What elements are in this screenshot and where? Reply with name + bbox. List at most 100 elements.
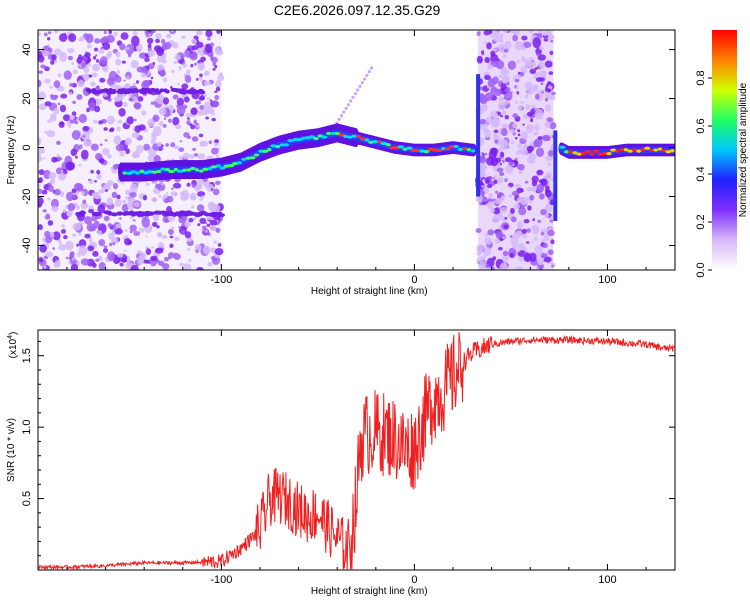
- noise-blob: [194, 243, 202, 251]
- noise-blob: [495, 59, 505, 70]
- noise-blob: [503, 224, 509, 229]
- signal-hotspot: [669, 149, 675, 153]
- noise-blob: [520, 130, 528, 140]
- noise-blob: [530, 118, 534, 123]
- noise-blob: [196, 48, 201, 53]
- noise-blob: [47, 220, 54, 226]
- noise-blob: [69, 114, 75, 121]
- noise-blob: [43, 265, 47, 270]
- noise-blob: [44, 130, 48, 134]
- noise-blob: [191, 45, 199, 51]
- faint-streak-dot: [342, 110, 346, 114]
- edge-spike: [553, 130, 558, 222]
- noise-blob: [502, 250, 509, 257]
- noise-blob: [161, 235, 168, 239]
- noise-blob: [521, 228, 527, 235]
- harmonic-band-blob: [165, 212, 171, 217]
- noise-blob: [86, 107, 90, 113]
- noise-blob: [186, 182, 191, 187]
- noise-blob: [47, 197, 51, 201]
- noise-blob: [124, 238, 132, 246]
- noise-blob: [157, 95, 162, 99]
- signal-hotspot: [270, 144, 277, 148]
- noise-blob: [538, 264, 544, 270]
- signal-trace: [118, 123, 675, 182]
- noise-blob: [119, 217, 122, 220]
- noise-blob: [215, 86, 221, 92]
- noise-blob: [73, 182, 83, 191]
- noise-blob: [209, 219, 218, 226]
- noise-blob: [78, 144, 83, 150]
- noise-blob: [84, 52, 91, 58]
- noise-blob: [498, 96, 505, 102]
- noise-blob: [520, 65, 527, 74]
- noise-blob: [523, 218, 530, 224]
- noise-blob: [502, 54, 507, 59]
- signal-hotspot: [253, 153, 260, 157]
- noise-blob: [115, 58, 121, 66]
- noise-blob: [544, 97, 549, 102]
- noise-blob: [209, 53, 214, 58]
- noise-blob: [504, 40, 512, 50]
- noise-blob: [86, 44, 92, 49]
- noise-blob: [95, 258, 100, 262]
- noise-blob: [197, 191, 206, 197]
- noise-blob: [514, 183, 522, 189]
- colorbar-gradient: [712, 30, 737, 270]
- noise-blob: [92, 262, 97, 268]
- noise-blob: [44, 78, 51, 84]
- noise-blob: [483, 237, 493, 245]
- spectrogram-frame: [37, 29, 676, 271]
- noise-blob: [121, 181, 125, 185]
- noise-blob: [106, 154, 112, 159]
- noise-blob: [50, 94, 58, 101]
- harmonic-band-blob: [90, 88, 97, 93]
- noise-blob: [492, 217, 500, 223]
- noise-blob: [94, 38, 101, 44]
- noise-blob: [96, 173, 102, 180]
- signal-hotspot: [189, 166, 196, 171]
- noise-blob: [57, 172, 67, 181]
- noise-blob: [123, 79, 126, 82]
- noise-blob: [494, 174, 498, 179]
- noise-blob: [180, 216, 188, 221]
- signal-hotspot: [343, 134, 349, 139]
- signal-hotspot: [122, 171, 128, 175]
- harmonic-band-blob: [132, 88, 139, 93]
- noise-blob: [537, 54, 546, 61]
- y-multiplier-exp: 4: [7, 335, 14, 339]
- noise-blob: [525, 63, 533, 70]
- noise-blob: [184, 74, 192, 83]
- noise-blob: [107, 251, 116, 262]
- noise-blob: [152, 114, 160, 122]
- noise-blob: [47, 31, 52, 35]
- noise-blob: [199, 73, 203, 77]
- noise-blob: [162, 216, 169, 223]
- noise-blob: [509, 207, 515, 214]
- noise-blob: [550, 39, 554, 43]
- noise-blob: [484, 92, 493, 101]
- noise-blob: [491, 147, 499, 157]
- noise-blob: [506, 81, 510, 86]
- noise-blob: [540, 231, 544, 236]
- noise-blob: [146, 37, 154, 45]
- noise-blob: [49, 85, 53, 89]
- noise-blob: [92, 119, 98, 124]
- noise-blob: [156, 225, 160, 229]
- noise-blob: [539, 193, 545, 200]
- noise-blob: [152, 213, 160, 222]
- noise-blob: [515, 157, 518, 161]
- x-tick-label: -100: [210, 274, 232, 286]
- noise-blob: [193, 119, 197, 125]
- x-tick-label: 100: [598, 574, 616, 586]
- signal-hotspot: [580, 151, 587, 156]
- noise-blob: [492, 256, 497, 261]
- noise-blob: [69, 83, 74, 87]
- signal-hotspot: [410, 148, 418, 152]
- y-tick-label: 1.5: [21, 348, 33, 363]
- noise-blob: [201, 225, 207, 230]
- noise-blob: [83, 140, 92, 147]
- noise-blob: [506, 185, 510, 188]
- noise-blob: [501, 255, 509, 263]
- noise-blob: [484, 56, 490, 64]
